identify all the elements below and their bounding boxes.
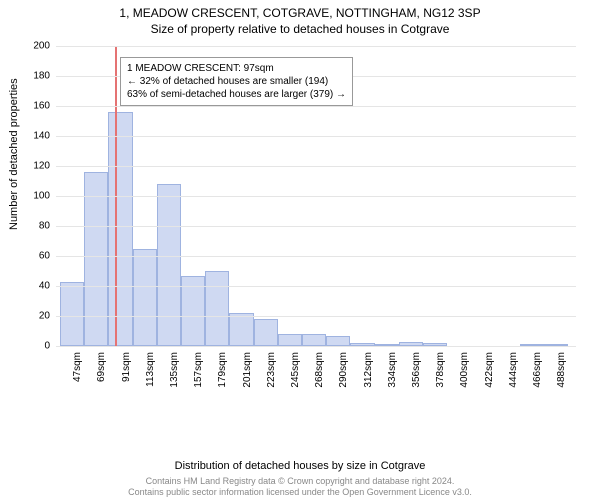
y-tick-label: 40 [10,281,50,292]
histogram-bar [326,336,350,347]
grid-line [56,256,576,257]
x-tick-label: 91sqm [121,352,132,402]
y-tick-label: 100 [10,191,50,202]
x-tick-label: 113sqm [145,352,156,402]
histogram-bar [133,249,157,347]
x-tick-label: 378sqm [435,352,446,402]
x-tick-label: 422sqm [484,352,495,402]
x-tick-label: 488sqm [556,352,567,402]
y-tick-label: 180 [10,71,50,82]
histogram-bar [278,334,302,346]
page-title: 1, MEADOW CRESCENT, COTGRAVE, NOTTINGHAM… [0,0,600,20]
annotation-line: 63% of semi-detached houses are larger (… [127,88,346,101]
histogram-bar [205,271,229,346]
y-tick-label: 60 [10,251,50,262]
annotation-line: 1 MEADOW CRESCENT: 97sqm [127,62,346,75]
annotation-line: ← 32% of detached houses are smaller (19… [127,75,346,88]
histogram-bar [108,112,132,346]
y-tick-label: 160 [10,101,50,112]
x-tick-label: 290sqm [338,352,349,402]
x-tick-label: 157sqm [193,352,204,402]
y-tick-label: 140 [10,131,50,142]
grid-line [56,226,576,227]
histogram-bar [254,319,278,346]
x-tick-label: 47sqm [72,352,83,402]
grid-line [56,316,576,317]
grid-line [56,166,576,167]
y-tick-label: 120 [10,161,50,172]
grid-line [56,46,576,47]
x-tick-label: 223sqm [266,352,277,402]
credits: Contains HM Land Registry data © Crown c… [0,476,600,498]
grid-line [56,196,576,197]
histogram-bar [157,184,181,346]
y-tick-label: 80 [10,221,50,232]
grid-line [56,106,576,107]
annotation-box: 1 MEADOW CRESCENT: 97sqm← 32% of detache… [120,57,353,106]
x-tick-label: 245sqm [290,352,301,402]
grid-line [56,286,576,287]
x-tick-label: 356sqm [411,352,422,402]
histogram-bar [302,334,326,346]
y-tick-label: 200 [10,41,50,52]
plot-region: 02040608010012014016018020047sqm69sqm91s… [56,46,576,346]
credits-line-1: Contains HM Land Registry data © Crown c… [0,476,600,487]
chart-area: 02040608010012014016018020047sqm69sqm91s… [56,46,576,406]
grid-line [56,346,576,347]
y-tick-label: 0 [10,341,50,352]
page-subtitle: Size of property relative to detached ho… [0,20,600,36]
chart-container: 1, MEADOW CRESCENT, COTGRAVE, NOTTINGHAM… [0,0,600,500]
histogram-bar [229,313,253,346]
x-tick-label: 201sqm [242,352,253,402]
x-tick-label: 179sqm [217,352,228,402]
credits-line-2: Contains public sector information licen… [0,487,600,498]
grid-line [56,136,576,137]
x-tick-label: 466sqm [532,352,543,402]
x-tick-label: 312sqm [363,352,374,402]
histogram-bar [84,172,108,346]
y-tick-label: 20 [10,311,50,322]
histogram-bar [60,282,84,347]
x-tick-label: 444sqm [508,352,519,402]
x-tick-label: 334sqm [387,352,398,402]
x-tick-label: 268sqm [314,352,325,402]
x-axis-label: Distribution of detached houses by size … [0,460,600,472]
x-tick-label: 400sqm [459,352,470,402]
x-tick-label: 69sqm [96,352,107,402]
x-tick-label: 135sqm [169,352,180,402]
